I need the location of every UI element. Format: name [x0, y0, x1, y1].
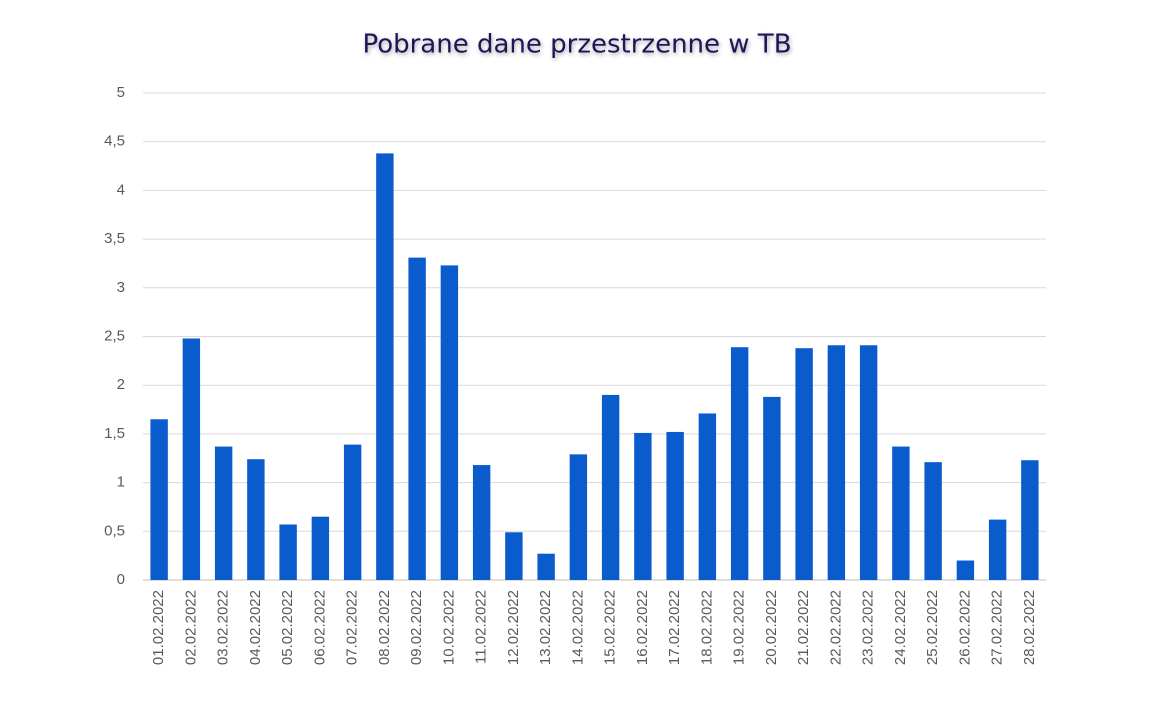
- bar: [214, 446, 233, 580]
- x-tick-label: 04.02.2022: [247, 590, 264, 665]
- x-tick-label: 23.02.2022: [860, 590, 877, 665]
- bar: [956, 560, 975, 580]
- bar: [634, 432, 652, 580]
- x-tick-label: 19.02.2022: [731, 590, 748, 665]
- x-tick-label: 18.02.2022: [698, 590, 715, 665]
- bar: [892, 446, 910, 580]
- x-tick-label: 06.02.2022: [311, 590, 328, 665]
- x-tick-label: 28.02.2022: [1021, 590, 1038, 665]
- bar: [311, 516, 330, 580]
- y-tick-label: 5: [117, 84, 125, 101]
- x-tick-label: 03.02.2022: [215, 590, 232, 665]
- bar: [376, 153, 394, 580]
- y-tick-label: 2,5: [104, 327, 125, 344]
- x-tick-label: 14.02.2022: [569, 590, 586, 665]
- bar: [182, 338, 201, 580]
- x-tick-label: 26.02.2022: [956, 590, 973, 665]
- y-tick-label: 3,5: [104, 230, 125, 247]
- bar: [988, 519, 1007, 580]
- y-tick-label: 1,5: [104, 425, 125, 442]
- bar: [505, 532, 523, 580]
- y-tick-label: 4,5: [104, 133, 125, 150]
- bar: [698, 413, 717, 580]
- x-tick-label: 21.02.2022: [795, 590, 812, 665]
- x-tick-label: 15.02.2022: [602, 590, 619, 665]
- x-tick-label: 11.02.2022: [473, 590, 490, 664]
- y-tick-label: 4: [117, 181, 125, 198]
- bar: [666, 431, 684, 580]
- x-tick-label: 02.02.2022: [182, 590, 199, 665]
- x-tick-label: 27.02.2022: [989, 590, 1006, 665]
- bar: [537, 553, 555, 580]
- bar: [924, 462, 942, 580]
- x-tick-label: 22.02.2022: [827, 590, 844, 665]
- x-tick-label: 10.02.2022: [440, 590, 457, 665]
- bar: [1021, 460, 1039, 580]
- bar: [150, 419, 168, 580]
- x-tick-label: 05.02.2022: [279, 590, 296, 665]
- bar: [440, 265, 459, 580]
- x-tick-label: 16.02.2022: [634, 590, 651, 665]
- x-tick-label: 13.02.2022: [537, 590, 554, 665]
- bar: [601, 394, 620, 580]
- bar: [827, 345, 846, 580]
- bar: [859, 345, 878, 580]
- bar: [472, 465, 491, 580]
- bar: [763, 396, 781, 580]
- bar: [730, 347, 749, 580]
- x-tick-label: 07.02.2022: [344, 590, 361, 665]
- bar: [279, 524, 297, 580]
- bar: [795, 348, 813, 580]
- y-tick-label: 3: [117, 279, 125, 296]
- y-tick-label: 0: [117, 571, 125, 588]
- x-tick-label: 09.02.2022: [408, 590, 425, 665]
- bar: [569, 454, 588, 580]
- x-tick-label: 25.02.2022: [924, 590, 941, 665]
- chart-title: Pobrane dane przestrzenne w TB: [362, 30, 791, 60]
- bar: [247, 459, 265, 580]
- x-tick-label: 01.02.2022: [150, 590, 167, 665]
- x-tick-label: 24.02.2022: [892, 590, 909, 665]
- y-tick-label: 2: [117, 376, 125, 393]
- x-tick-label: 20.02.2022: [763, 590, 780, 665]
- y-tick-label: 1: [117, 474, 125, 491]
- bar: [343, 444, 362, 580]
- x-tick-label: 12.02.2022: [505, 590, 522, 665]
- bar: [408, 257, 426, 580]
- x-tick-label: 17.02.2022: [666, 590, 683, 665]
- y-tick-label: 0,5: [104, 522, 125, 539]
- x-tick-label: 08.02.2022: [376, 590, 393, 665]
